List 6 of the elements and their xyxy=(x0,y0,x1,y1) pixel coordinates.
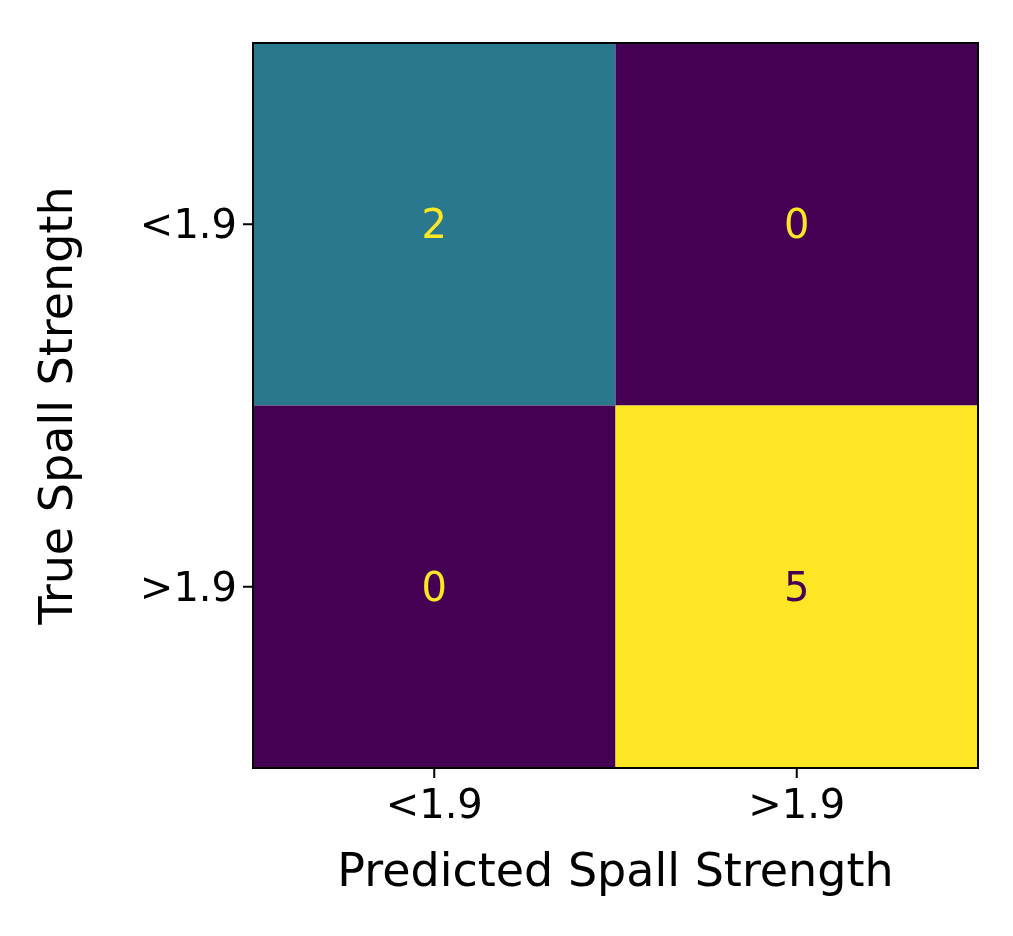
data-label: 0 xyxy=(784,201,810,248)
x-axis-title: Predicted Spall Strength xyxy=(337,843,894,897)
y-axis-title: True Spall Strength xyxy=(29,186,83,626)
data-label: 2 xyxy=(421,201,447,248)
data-label: 0 xyxy=(421,563,447,610)
data-label: 5 xyxy=(784,563,810,610)
